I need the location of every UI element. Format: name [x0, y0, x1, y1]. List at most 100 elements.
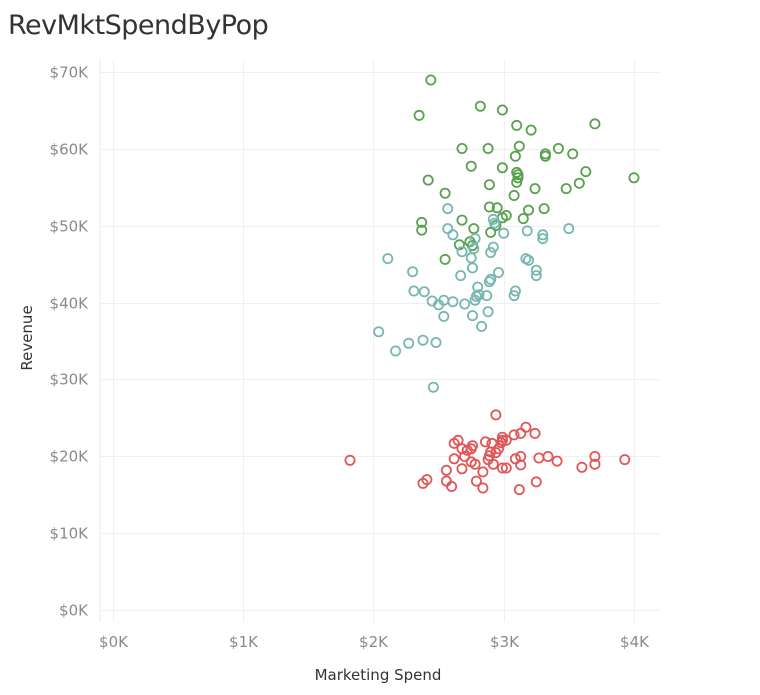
y-tick-label: $60K: [50, 141, 90, 159]
data-point: [500, 434, 512, 446]
data-point: [498, 227, 510, 239]
data-point: [456, 463, 468, 475]
data-point: [492, 266, 504, 278]
data-point: [515, 459, 527, 471]
data-point: [563, 223, 575, 235]
data-point: [476, 320, 488, 332]
data-point: [438, 310, 450, 322]
data-point: [344, 454, 356, 466]
x-tick-label: $2K: [359, 633, 389, 651]
data-point: [455, 270, 467, 282]
data-point: [515, 427, 527, 439]
x-tick-label: $1K: [229, 633, 259, 651]
x-tick-label: $4K: [620, 633, 650, 651]
data-point: [496, 104, 508, 116]
y-tick-label: $0K: [59, 602, 89, 620]
grid: [99, 60, 660, 622]
data-point: [496, 462, 508, 474]
data-point: [442, 203, 454, 215]
y-tick-label: $20K: [50, 448, 90, 466]
data-point: [456, 142, 468, 154]
data-point: [533, 452, 545, 464]
data-point: [439, 187, 451, 199]
data-point: [530, 270, 542, 282]
data-point: [453, 239, 465, 251]
y-tick-label: $30K: [50, 371, 90, 389]
tick-labels: $0K $10K $20K $30K $40K $50K $60K $70K $0K $1K $2K…: [50, 64, 651, 652]
data-point: [589, 458, 601, 470]
y-tick-label: $10K: [50, 525, 90, 543]
data-point: [477, 482, 489, 494]
data-point: [466, 262, 478, 274]
data-point: [440, 464, 452, 476]
data-point: [440, 475, 452, 487]
data-point: [517, 213, 529, 225]
data-point: [552, 142, 564, 154]
data-point: [422, 174, 434, 186]
data-point: [408, 285, 420, 297]
data-point: [512, 169, 524, 181]
y-axis-title: Revenue: [18, 305, 36, 370]
data-point: [489, 217, 501, 229]
y-tick-label: $40K: [50, 295, 90, 313]
data-point: [474, 100, 486, 112]
data-point: [430, 336, 442, 348]
data-point: [483, 179, 495, 191]
y-tick-label: $50K: [50, 218, 90, 236]
data-point: [589, 450, 601, 462]
data-point: [537, 233, 549, 245]
data-point: [439, 253, 451, 265]
data-point: [491, 202, 503, 214]
data-point: [521, 225, 533, 237]
data-point: [580, 166, 592, 178]
data-point: [373, 326, 385, 338]
data-point: [542, 450, 554, 462]
data-point: [525, 124, 537, 136]
data-point: [416, 216, 428, 228]
data-point: [589, 118, 601, 130]
data-point: [551, 455, 563, 467]
data-point: [403, 337, 415, 349]
data-point: [508, 189, 520, 201]
data-point: [520, 421, 532, 433]
data-point: [465, 160, 477, 172]
data-point: [417, 477, 429, 489]
data-point: [482, 142, 494, 154]
y-tick-label: $70K: [50, 64, 90, 82]
data-point: [523, 254, 535, 266]
data-point: [485, 246, 497, 258]
data-point: [456, 214, 468, 226]
data-point: [446, 480, 458, 492]
data-point: [538, 203, 550, 215]
x-axis-title: Marketing Spend: [315, 666, 442, 684]
data-point: [539, 150, 551, 162]
data-point: [537, 229, 549, 241]
data-point: [448, 453, 460, 465]
data-point: [427, 381, 439, 393]
data-point: [529, 427, 541, 439]
data-point: [418, 286, 430, 298]
data-point: [576, 461, 588, 473]
data-point: [469, 233, 481, 245]
data-point: [500, 462, 512, 474]
data-point: [511, 119, 523, 131]
data-point: [619, 454, 631, 466]
data-point: [483, 201, 495, 213]
data-point: [413, 109, 425, 121]
data-point: [567, 148, 579, 160]
data-point: [459, 298, 471, 310]
x-tick-label: $3K: [490, 633, 520, 651]
data-point: [530, 264, 542, 276]
data-point: [448, 437, 460, 449]
data-point: [508, 290, 520, 302]
data-point: [487, 458, 499, 470]
data-point: [459, 450, 471, 462]
data-point: [468, 223, 480, 235]
data-point: [509, 150, 521, 162]
data-point: [466, 310, 478, 322]
data-point: [425, 74, 437, 86]
data-point: [465, 252, 477, 264]
data-point: [407, 266, 419, 278]
data-point: [513, 140, 525, 152]
